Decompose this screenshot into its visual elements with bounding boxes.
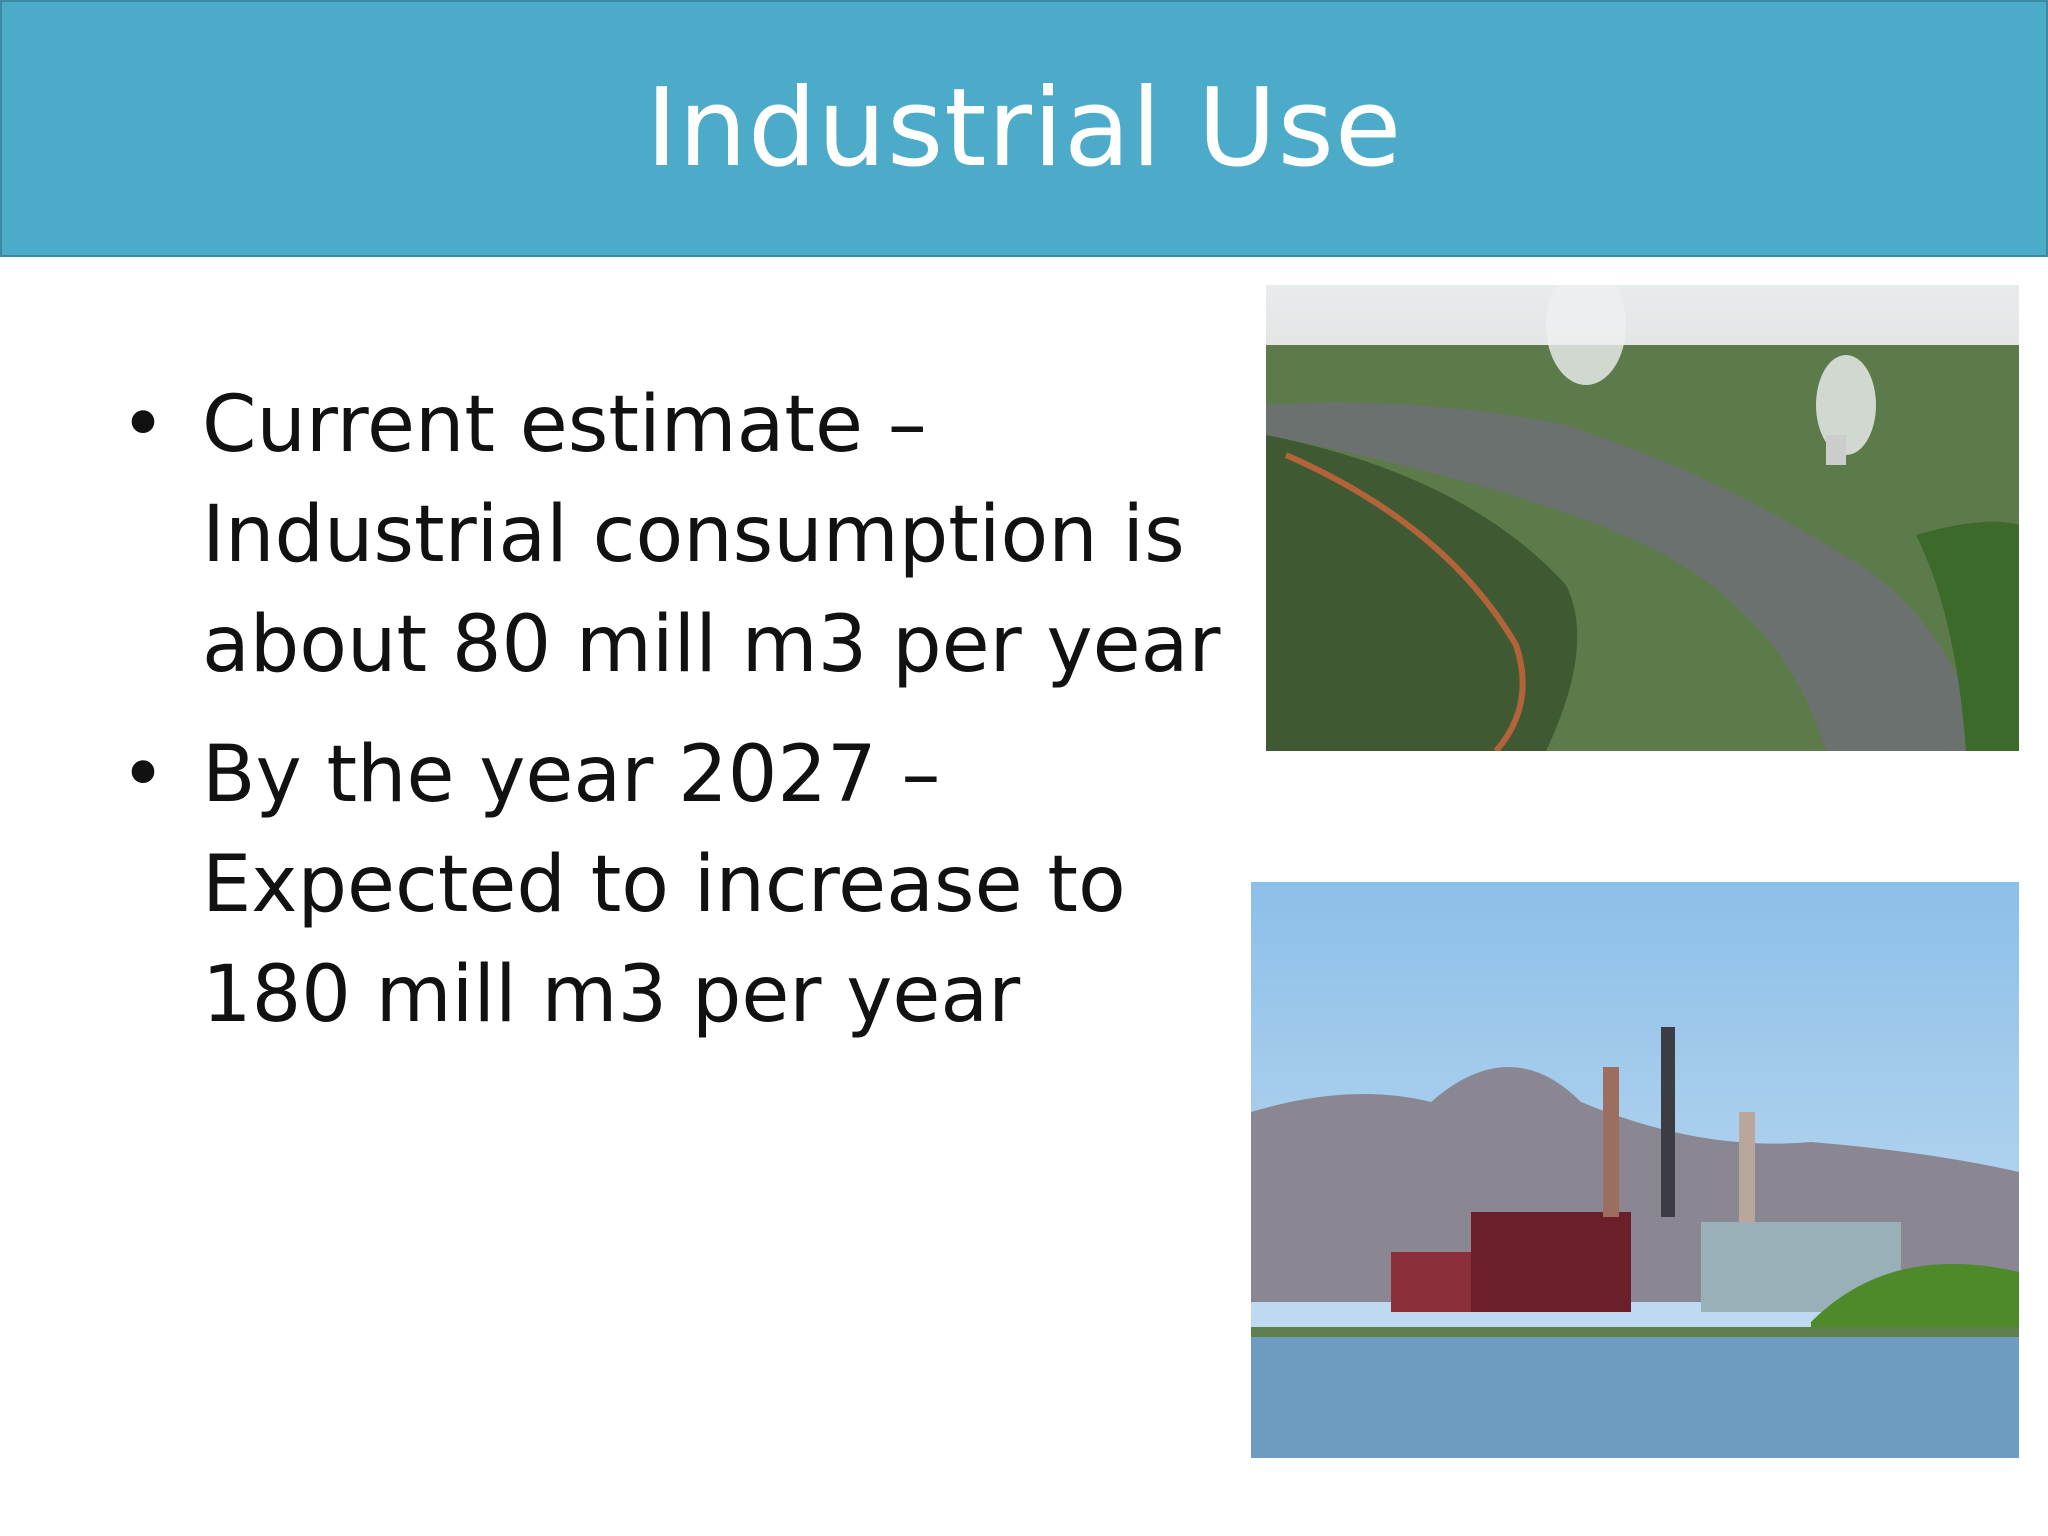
power-plant-photo: [1251, 882, 2019, 1458]
title-bar: Industrial Use: [0, 0, 2048, 257]
river-photo: [1266, 285, 2019, 751]
bullet: By the year 2027 – Expected to increase …: [120, 720, 1240, 1050]
bullet-list: Current estimate – Industrial consumptio…: [120, 370, 1240, 1070]
slide-title: Industrial Use: [645, 66, 1403, 191]
bullet: Current estimate – Industrial consumptio…: [120, 370, 1240, 700]
